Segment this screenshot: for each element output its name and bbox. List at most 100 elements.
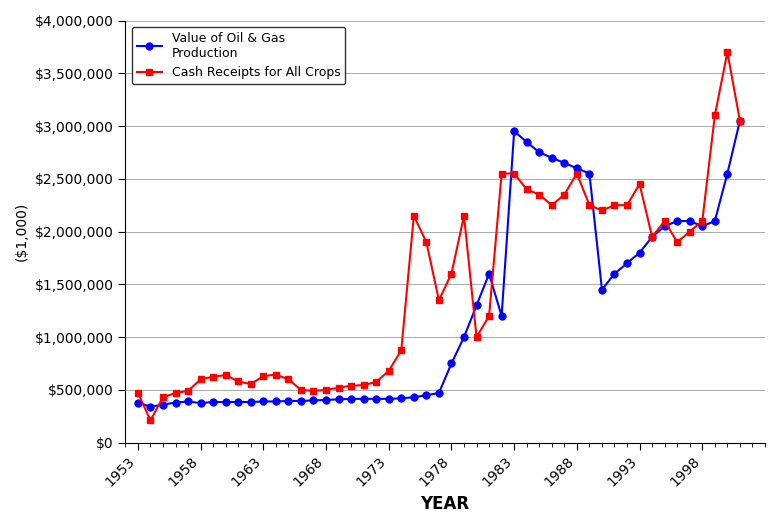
Value of Oil & Gas
Production <box>346 395 356 402</box>
Value of Oil & Gas
Production <box>208 399 218 405</box>
Value of Oil & Gas
Production <box>196 400 205 406</box>
Cash Receipts for All Crops <box>271 371 281 378</box>
Cash Receipts for All Crops <box>384 367 393 374</box>
Cash Receipts for All Crops <box>509 171 519 177</box>
Value of Oil & Gas
Production <box>559 160 569 166</box>
Cash Receipts for All Crops <box>133 389 143 395</box>
Cash Receipts for All Crops <box>246 381 256 387</box>
Cash Receipts for All Crops <box>647 234 657 240</box>
Cash Receipts for All Crops <box>672 239 682 246</box>
Value of Oil & Gas
Production <box>635 250 644 256</box>
Cash Receipts for All Crops <box>459 213 469 219</box>
Cash Receipts for All Crops <box>447 271 456 277</box>
Value of Oil & Gas
Production <box>246 399 256 405</box>
Cash Receipts for All Crops <box>309 388 318 394</box>
Cash Receipts for All Crops <box>685 229 694 235</box>
Cash Receipts for All Crops <box>171 390 180 396</box>
Cash Receipts for All Crops <box>660 218 669 224</box>
Cash Receipts for All Crops <box>183 388 193 394</box>
Value of Oil & Gas
Production <box>622 260 632 267</box>
Value of Oil & Gas
Production <box>422 392 431 398</box>
Cash Receipts for All Crops <box>710 112 719 119</box>
Value of Oil & Gas
Production <box>647 234 657 240</box>
Value of Oil & Gas
Production <box>434 390 444 396</box>
Value of Oil & Gas
Production <box>259 398 268 404</box>
Y-axis label: ($1,000): ($1,000) <box>15 202 29 261</box>
Value of Oil & Gas
Production <box>359 395 368 402</box>
Cash Receipts for All Crops <box>697 218 707 224</box>
Value of Oil & Gas
Production <box>284 398 293 404</box>
Value of Oil & Gas
Production <box>133 399 143 406</box>
Cash Receipts for All Crops <box>736 118 745 124</box>
Cash Receipts for All Crops <box>573 171 582 177</box>
Value of Oil & Gas
Production <box>685 218 694 224</box>
Value of Oil & Gas
Production <box>610 271 619 277</box>
Cash Receipts for All Crops <box>522 186 531 193</box>
Value of Oil & Gas
Production <box>585 171 594 177</box>
Value of Oil & Gas
Production <box>183 398 193 404</box>
Cash Receipts for All Crops <box>158 394 168 400</box>
Value of Oil & Gas
Production <box>723 171 732 177</box>
Cash Receipts for All Crops <box>635 181 644 187</box>
Value of Oil & Gas
Production <box>573 165 582 172</box>
Cash Receipts for All Crops <box>610 202 619 209</box>
X-axis label: YEAR: YEAR <box>420 495 470 513</box>
Cash Receipts for All Crops <box>410 213 419 219</box>
Value of Oil & Gas
Production <box>271 398 281 404</box>
Value of Oil & Gas
Production <box>710 218 719 224</box>
Value of Oil & Gas
Production <box>146 403 155 410</box>
Cash Receipts for All Crops <box>296 386 306 393</box>
Value of Oil & Gas
Production <box>321 397 331 403</box>
Value of Oil & Gas
Production <box>736 118 745 124</box>
Value of Oil & Gas
Production <box>459 334 469 340</box>
Cash Receipts for All Crops <box>723 49 732 55</box>
Value of Oil & Gas
Production <box>697 223 707 230</box>
Cash Receipts for All Crops <box>371 379 381 385</box>
Value of Oil & Gas
Production <box>509 128 519 135</box>
Line: Cash Receipts for All Crops: Cash Receipts for All Crops <box>134 49 743 424</box>
Value of Oil & Gas
Production <box>334 396 343 402</box>
Value of Oil & Gas
Production <box>296 398 306 404</box>
Cash Receipts for All Crops <box>497 171 506 177</box>
Value of Oil & Gas
Production <box>484 271 494 277</box>
Cash Receipts for All Crops <box>585 202 594 209</box>
Value of Oil & Gas
Production <box>233 399 243 405</box>
Cash Receipts for All Crops <box>346 382 356 389</box>
Cash Receipts for All Crops <box>547 202 556 209</box>
Value of Oil & Gas
Production <box>522 139 531 145</box>
Cash Receipts for All Crops <box>597 208 607 214</box>
Line: Value of Oil & Gas
Production: Value of Oil & Gas Production <box>134 117 743 410</box>
Value of Oil & Gas
Production <box>660 223 669 230</box>
Value of Oil & Gas
Production <box>158 401 168 408</box>
Cash Receipts for All Crops <box>396 347 406 353</box>
Value of Oil & Gas
Production <box>472 302 481 308</box>
Cash Receipts for All Crops <box>146 417 155 423</box>
Cash Receipts for All Crops <box>221 372 230 378</box>
Cash Receipts for All Crops <box>208 373 218 380</box>
Cash Receipts for All Crops <box>472 334 481 340</box>
Value of Oil & Gas
Production <box>384 395 393 402</box>
Value of Oil & Gas
Production <box>447 360 456 366</box>
Cash Receipts for All Crops <box>334 384 343 391</box>
Value of Oil & Gas
Production <box>534 149 544 156</box>
Cash Receipts for All Crops <box>534 192 544 198</box>
Value of Oil & Gas
Production <box>396 395 406 401</box>
Cash Receipts for All Crops <box>622 202 632 209</box>
Value of Oil & Gas
Production <box>309 397 318 403</box>
Legend: Value of Oil & Gas
Production, Cash Receipts for All Crops: Value of Oil & Gas Production, Cash Rece… <box>132 27 346 84</box>
Value of Oil & Gas
Production <box>597 287 607 293</box>
Cash Receipts for All Crops <box>559 192 569 198</box>
Value of Oil & Gas
Production <box>221 399 230 405</box>
Cash Receipts for All Crops <box>484 313 494 319</box>
Cash Receipts for All Crops <box>233 378 243 384</box>
Cash Receipts for All Crops <box>259 373 268 379</box>
Value of Oil & Gas
Production <box>497 313 506 319</box>
Cash Receipts for All Crops <box>321 386 331 393</box>
Value of Oil & Gas
Production <box>171 399 180 406</box>
Cash Receipts for All Crops <box>196 376 205 382</box>
Cash Receipts for All Crops <box>284 376 293 382</box>
Value of Oil & Gas
Production <box>547 155 556 161</box>
Value of Oil & Gas
Production <box>371 395 381 402</box>
Cash Receipts for All Crops <box>434 297 444 303</box>
Value of Oil & Gas
Production <box>672 218 682 224</box>
